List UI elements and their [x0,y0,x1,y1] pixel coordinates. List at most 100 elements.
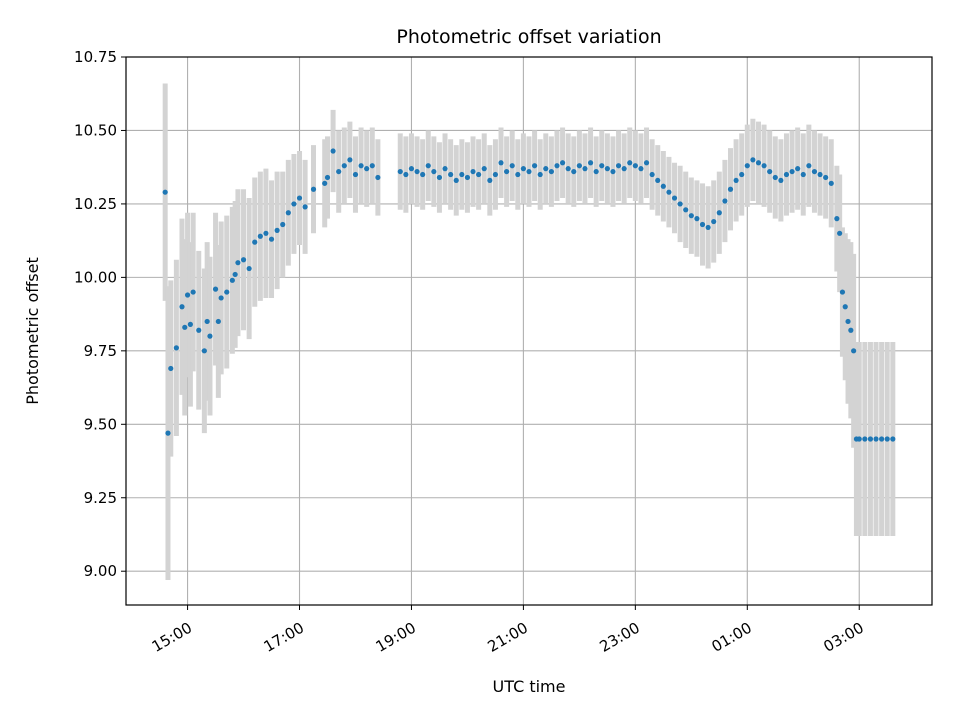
data-point-105 [739,171,745,178]
data-point-130 [856,436,862,442]
data-point-45 [403,171,409,178]
data-point-119 [817,171,823,178]
data-point-25 [268,236,275,242]
data-point-80 [599,163,605,169]
data-point-5 [182,324,188,330]
data-point-112 [778,177,784,184]
data-point-30 [296,195,303,201]
data-point-43 [375,174,381,181]
data-point-58 [476,171,482,178]
data-point-4 [179,304,185,310]
data-point-74 [565,166,571,172]
data-point-73 [559,160,566,166]
data-point-133 [873,436,879,442]
data-point-90 [655,177,661,184]
chart-title: Photometric offset variation [396,26,661,48]
data-point-11 [204,318,210,325]
data-point-42 [369,163,375,169]
data-point-48 [420,171,426,178]
data-point-20 [240,257,247,263]
data-point-23 [257,233,263,239]
y-tick-label-2: 9.50 [84,415,117,433]
data-point-132 [867,436,874,442]
data-point-15 [218,295,224,301]
y-axis: 9.00 9.25 9.50 9.75 10.00 10.25 10.50 10.75 [74,48,126,580]
data-point-84 [621,166,627,172]
data-point-6 [184,292,191,298]
data-point-57 [470,168,476,175]
data-point-127 [848,327,854,333]
data-point-75 [571,168,577,175]
data-point-91 [660,183,666,189]
data-point-29 [291,201,297,207]
data-point-27 [280,221,286,228]
data-point-37 [341,163,347,169]
data-point-81 [604,166,610,172]
data-point-54 [453,177,459,184]
data-point-83 [615,163,622,169]
plot-area-frame [125,56,933,606]
data-point-98 [699,221,706,228]
data-point-111 [772,174,778,181]
data-point-19 [235,260,241,266]
data-point-32 [310,186,317,192]
data-point-44 [397,168,403,175]
data-point-134 [879,436,885,442]
data-point-123 [837,230,843,236]
data-point-131 [862,436,868,442]
data-point-93 [671,195,678,201]
data-point-16 [224,289,230,295]
data-point-68 [531,163,538,169]
data-point-41 [364,166,370,172]
data-point-63 [504,168,510,175]
data-point-52 [442,166,448,172]
data-point-107 [750,157,756,163]
data-point-62 [498,160,504,166]
y-tick-label-5: 10.25 [74,195,117,213]
data-point-18 [232,271,238,278]
data-point-136 [890,436,896,442]
data-point-1 [165,430,171,436]
data-point-103 [727,186,734,192]
data-point-97 [694,216,700,222]
data-point-8 [190,289,196,295]
data-point-9 [196,327,202,333]
data-point-14 [215,318,221,325]
data-point-53 [448,171,454,178]
data-point-120 [823,174,829,181]
data-point-121 [828,180,834,186]
data-point-33 [322,180,328,186]
data-point-60 [487,177,493,184]
data-point-94 [677,201,683,207]
x-axis-title: UTC time [493,677,566,696]
data-point-3 [173,345,179,351]
data-point-51 [436,174,443,181]
data-point-69 [537,171,543,178]
data-point-109 [761,163,767,169]
data-point-88 [643,160,650,166]
data-point-0 [162,189,168,195]
data-point-101 [716,210,722,216]
data-point-35 [330,148,336,154]
data-point-100 [711,218,717,225]
data-point-122 [834,216,840,222]
data-point-7 [187,321,193,327]
data-point-64 [509,163,515,169]
data-point-65 [515,171,521,178]
data-point-85 [627,160,633,166]
data-point-86 [632,163,638,169]
data-point-118 [811,168,818,175]
data-points [162,148,896,442]
data-point-36 [336,168,342,175]
data-point-59 [481,166,487,172]
y-tick-label-0: 9.00 [84,562,117,580]
y-axis-title: Photometric offset [23,257,42,405]
data-point-31 [302,204,308,210]
data-point-106 [744,163,750,169]
y-tick-label-7: 10.75 [74,48,117,66]
data-point-128 [851,348,857,354]
data-point-113 [783,171,790,178]
data-point-71 [548,168,554,175]
